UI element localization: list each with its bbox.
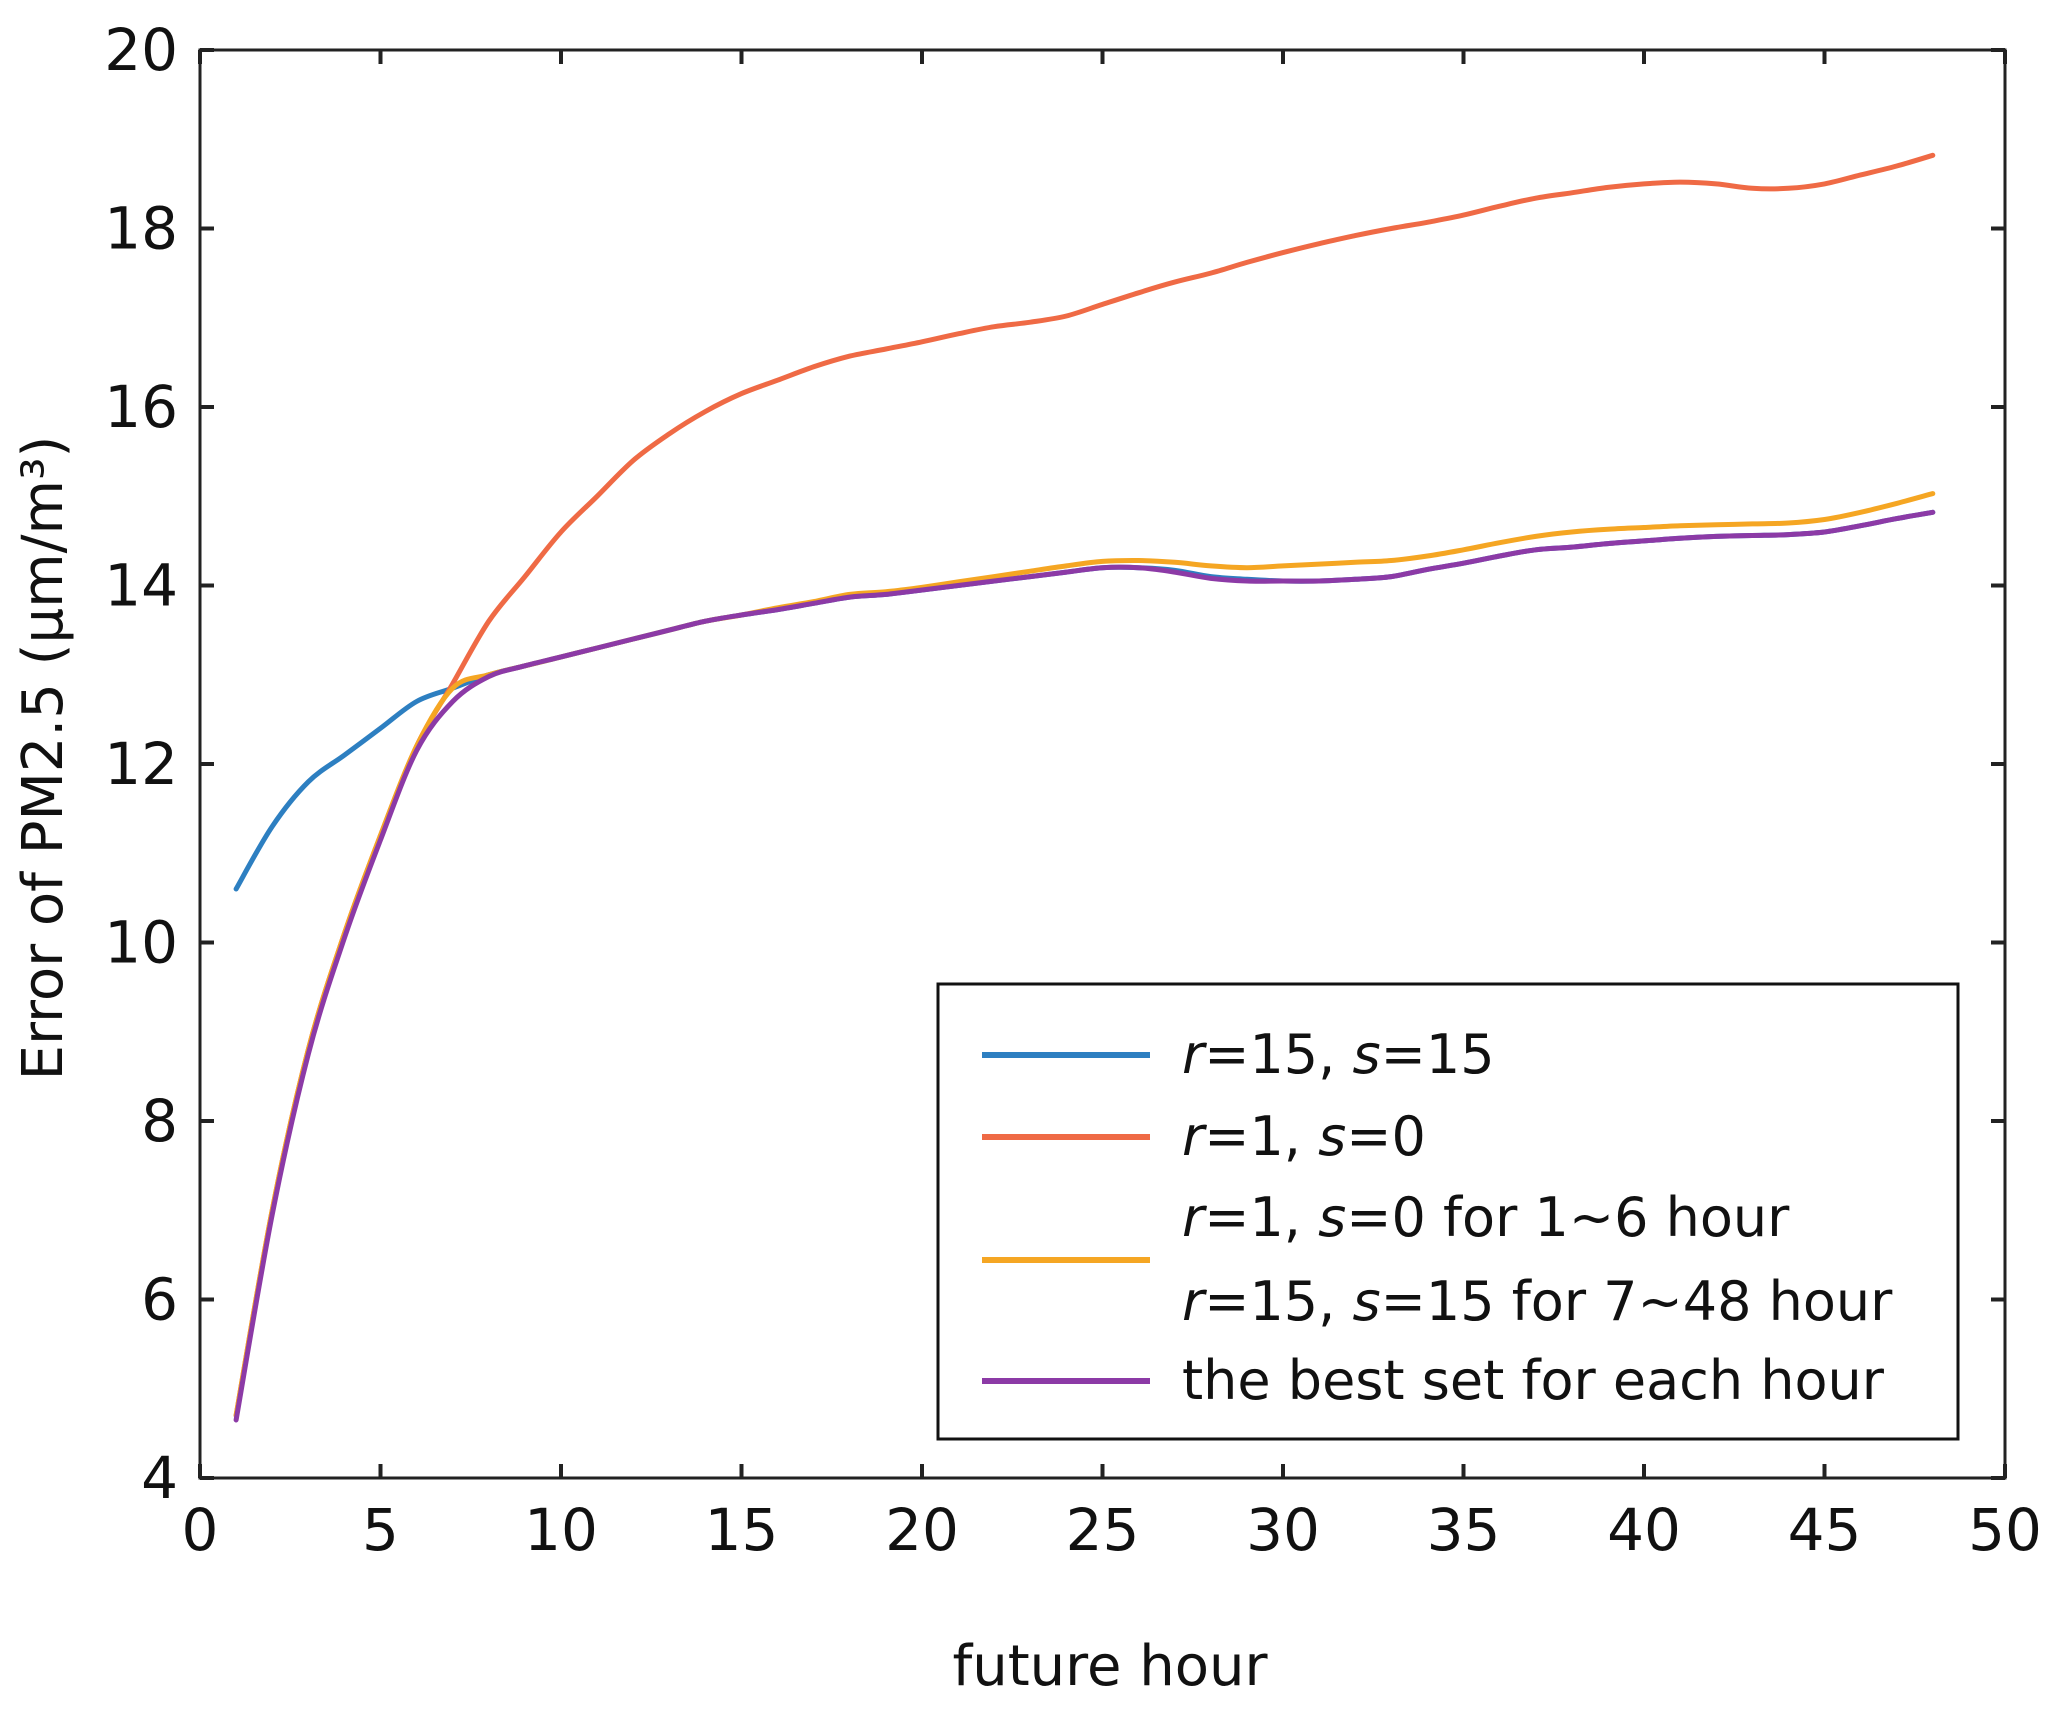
x-tick-label-5: 25 [1066,1496,1140,1564]
y-tick-label-4: 12 [104,730,178,798]
series-line-3 [233,491,1936,1418]
x-tick-label-3: 15 [705,1496,779,1564]
x-tick-label-7: 35 [1427,1496,1501,1564]
x-tick-label-0: 0 [182,1496,219,1564]
legend: r=15, s=15 r=1, s=0 r=1, s=0 for 1~6 hour r… [936,982,1960,1441]
series-group [233,152,1936,1423]
x-tick-label-4: 20 [885,1496,959,1564]
legend-box [936,982,1960,1441]
y-tick-label-3: 10 [104,909,178,977]
x-axis-label: future hour [953,1634,1269,1699]
y-tick-label-1: 6 [141,1266,178,1334]
tick-labels-group: 0 5 10 15 20 25 30 35 40 45 50 4 6 8 10 12 14 16 18 20 [104,16,2042,1564]
x-tick-label-1: 5 [362,1496,399,1564]
legend-entries: r=15, s=15 r=1, s=0 r=1, s=0 for 1~6 hour r… [982,1023,1893,1412]
series-line-2 [233,152,1936,1418]
legend-label-2: r=1, s=0 [1182,1105,1426,1168]
legend-label-3-line-1: r=1, s=0 for 1~6 hour [1182,1186,1790,1249]
x-tick-label-2: 10 [524,1496,598,1564]
legend-label-3-line-2: r=15, s=15 for 7~48 hour [1182,1270,1893,1333]
legend-label-1: r=15, s=15 [1182,1023,1495,1086]
y-tick-label-2: 8 [141,1087,178,1155]
y-axis-label-group: Error of PM2.5 (μm/m³) [11,436,76,1081]
y-axis-label: Error of PM2.5 (μm/m³) [11,436,76,1081]
y-tick-label-5: 14 [104,552,178,620]
x-tick-label-10: 50 [1968,1496,2042,1564]
y-tick-label-8: 20 [104,16,178,84]
y-tick-label-6: 16 [104,373,178,441]
x-tick-label-8: 40 [1607,1496,1681,1564]
x-tick-label-9: 45 [1788,1496,1862,1564]
y-tick-label-7: 18 [104,195,178,263]
plot-frame [198,48,2007,1480]
y-tick-label-0: 4 [141,1444,178,1512]
x-tick-label-6: 30 [1246,1496,1320,1564]
series-line-4 [233,509,1936,1423]
legend-label-4: the best set for each hour [1182,1349,1885,1412]
